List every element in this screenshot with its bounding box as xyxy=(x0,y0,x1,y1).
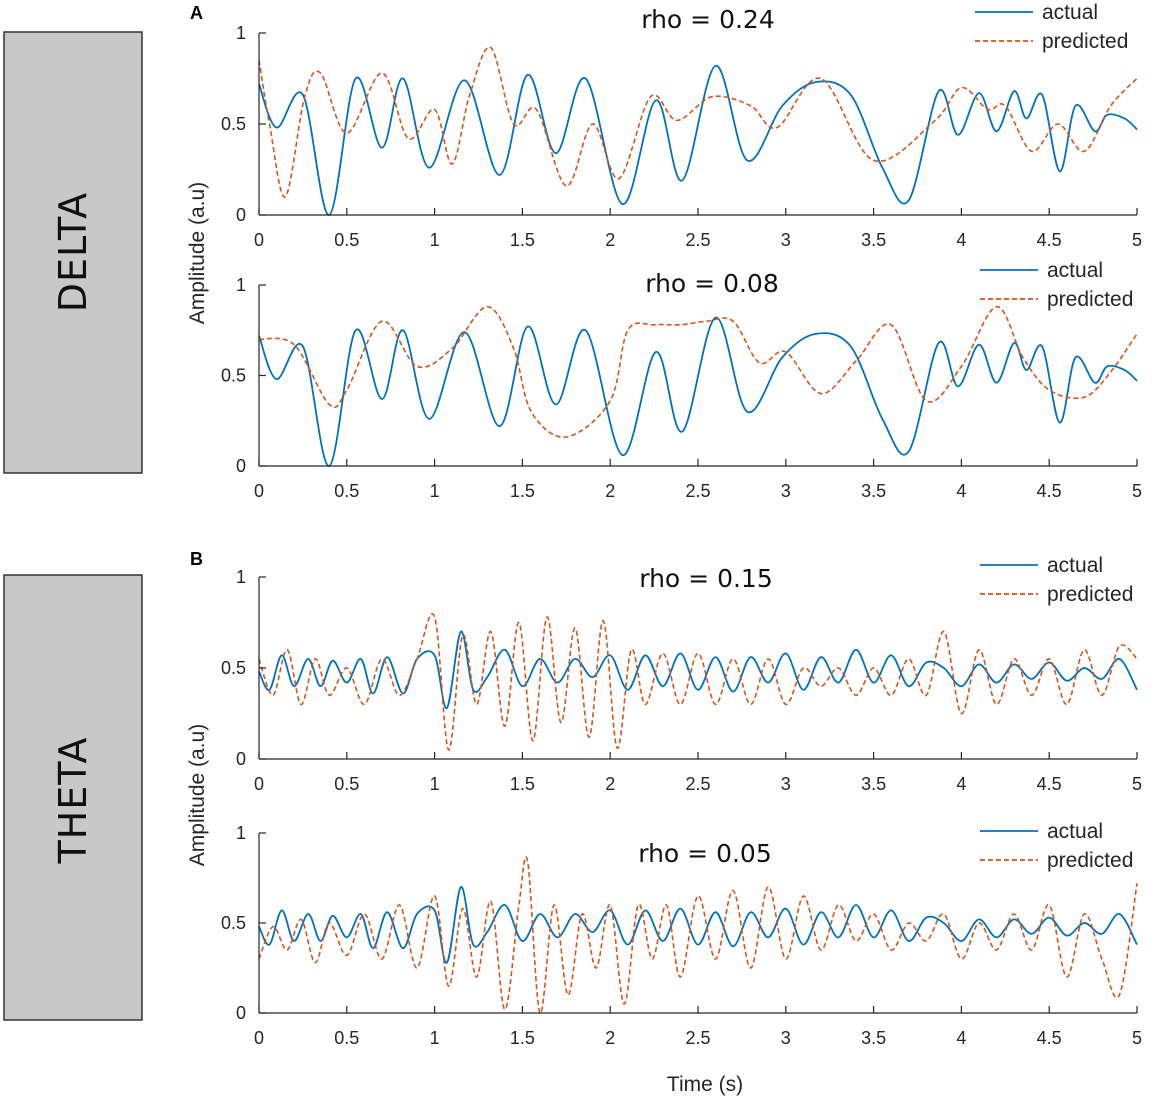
y-tick-label: 0.5 xyxy=(221,366,246,386)
plots-layer: 0 0.5 1 1.5 2 2.5 3 3.5 4 4.5 5 0 0.5 1 rho = 0.24 actu… xyxy=(221,1,1142,1048)
x-tick-label: 4.5 xyxy=(1037,230,1062,250)
x-tick-label: 0.5 xyxy=(334,481,359,501)
y-tick-label: 0 xyxy=(236,1003,246,1023)
band-label-theta: THETA xyxy=(3,574,143,1021)
x-tick-label: 3 xyxy=(781,1028,791,1048)
x-tick-label: 1.5 xyxy=(510,230,535,250)
x-tick-label: 4 xyxy=(956,230,966,250)
series-actual-line xyxy=(258,886,1138,964)
x-tick-label: 5 xyxy=(1132,481,1142,501)
x-tick-label: 5 xyxy=(1132,230,1142,250)
plot-1: 0 0.5 1 1.5 2 2.5 3 3.5 4 4.5 5 0 0.5 1 rho = 0.24 actu… xyxy=(221,1,1142,250)
rho-title: rho = 0.08 xyxy=(645,269,778,298)
x-axis-label: Time (s) xyxy=(667,1073,743,1096)
x-tick-label: 1.5 xyxy=(510,1028,535,1048)
x-tick-label: 3 xyxy=(781,481,791,501)
rho-title: rho = 0.24 xyxy=(641,5,774,34)
legend-label-actual: actual xyxy=(1042,1,1098,24)
legend-label-predicted: predicted xyxy=(1042,30,1128,53)
series-actual-line xyxy=(258,316,1138,467)
x-tick-label: 3.5 xyxy=(861,481,886,501)
y-tick-label: 0.5 xyxy=(221,658,246,678)
band-text-delta: DELTA xyxy=(51,192,95,312)
series-predicted-line xyxy=(258,613,1138,751)
y-tick-label: 1 xyxy=(236,823,246,843)
series-predicted-line xyxy=(258,46,1138,198)
y-tick-label: 0 xyxy=(236,749,246,769)
series-predicted-line xyxy=(258,856,1138,1014)
legend: actual predicted xyxy=(975,1,1128,53)
legend-label-actual: actual xyxy=(1047,259,1103,282)
x-tick-label: 4.5 xyxy=(1037,481,1062,501)
x-tick-label: 4 xyxy=(956,481,966,501)
x-tick-label: 2 xyxy=(605,230,615,250)
x-tick-label: 4.5 xyxy=(1037,1028,1062,1048)
x-tick-label: 2.5 xyxy=(685,774,710,794)
legend: actual predicted xyxy=(980,259,1133,311)
legend: actual predicted xyxy=(980,820,1133,872)
x-tick-label: 2.5 xyxy=(685,1028,710,1048)
x-tick-label: 3.5 xyxy=(861,230,886,250)
x-tick-label: 2.5 xyxy=(685,230,710,250)
x-tick-label: 1.5 xyxy=(510,774,535,794)
band-box-delta xyxy=(3,31,143,474)
x-tick-label: 1 xyxy=(430,1028,440,1048)
y-tick-label: 0.5 xyxy=(221,913,246,933)
x-tick-label: 0 xyxy=(254,1028,264,1048)
x-tick-label: 2.5 xyxy=(685,481,710,501)
y-tick-label: 1 xyxy=(236,23,246,43)
y-axis-label-delta: Amplitude (a.u) xyxy=(186,182,209,324)
x-tick-label: 5 xyxy=(1132,1028,1142,1048)
x-tick-label: 0.5 xyxy=(334,1028,359,1048)
x-tick-label: 1.5 xyxy=(510,481,535,501)
x-tick-label: 1 xyxy=(430,230,440,250)
rho-title: rho = 0.15 xyxy=(639,564,772,593)
legend-label-actual: actual xyxy=(1047,820,1103,843)
panel-letter-b: B xyxy=(190,549,203,569)
rho-title: rho = 0.05 xyxy=(638,839,771,868)
x-tick-label: 0.5 xyxy=(334,774,359,794)
series-actual-line xyxy=(258,64,1138,216)
x-tick-label: 0.5 xyxy=(334,230,359,250)
y-axis-label-theta: Amplitude (a.u) xyxy=(186,724,209,866)
y-tick-label: 0 xyxy=(236,456,246,476)
legend-label-predicted: predicted xyxy=(1047,583,1133,606)
panel-letter-a: A xyxy=(190,3,203,23)
y-tick-label: 0 xyxy=(236,205,246,225)
plot-2: 0 0.5 1 1.5 2 2.5 3 3.5 4 4.5 5 0 0.5 1 rho = 0.08 actu… xyxy=(221,259,1142,501)
x-tick-label: 2 xyxy=(605,481,615,501)
x-tick-label: 3.5 xyxy=(861,774,886,794)
x-tick-label: 4 xyxy=(956,1028,966,1048)
band-label-delta: DELTA xyxy=(3,31,143,474)
series-actual-line xyxy=(258,630,1138,709)
x-tick-label: 0 xyxy=(254,230,264,250)
band-text-theta: THETA xyxy=(51,736,95,864)
x-tick-label: 3 xyxy=(781,230,791,250)
x-tick-label: 2 xyxy=(605,1028,615,1048)
x-tick-label: 4.5 xyxy=(1037,774,1062,794)
series-predicted-line xyxy=(258,305,1138,438)
legend: actual predicted xyxy=(980,554,1133,606)
y-tick-label: 0.5 xyxy=(221,114,246,134)
legend-label-predicted: predicted xyxy=(1047,849,1133,872)
legend-label-actual: actual xyxy=(1047,554,1103,577)
x-tick-label: 4 xyxy=(956,774,966,794)
y-tick-label: 1 xyxy=(236,275,246,295)
x-tick-label: 0 xyxy=(254,774,264,794)
plot-3: 0 0.5 1 1.5 2 2.5 3 3.5 4 4.5 5 0 0.5 1 rho = 0.15 actu… xyxy=(221,554,1142,794)
legend-label-predicted: predicted xyxy=(1047,288,1133,311)
x-tick-label: 2 xyxy=(605,774,615,794)
x-tick-label: 0 xyxy=(254,481,264,501)
band-box-theta xyxy=(3,574,143,1021)
x-tick-label: 1 xyxy=(430,481,440,501)
y-tick-label: 1 xyxy=(236,567,246,587)
x-tick-label: 5 xyxy=(1132,774,1142,794)
x-tick-label: 3.5 xyxy=(861,1028,886,1048)
x-tick-label: 3 xyxy=(781,774,791,794)
x-tick-label: 1 xyxy=(430,774,440,794)
plot-4: 0 0.5 1 1.5 2 2.5 3 3.5 4 4.5 5 0 0.5 1 rho = 0.05 actu… xyxy=(221,820,1142,1048)
